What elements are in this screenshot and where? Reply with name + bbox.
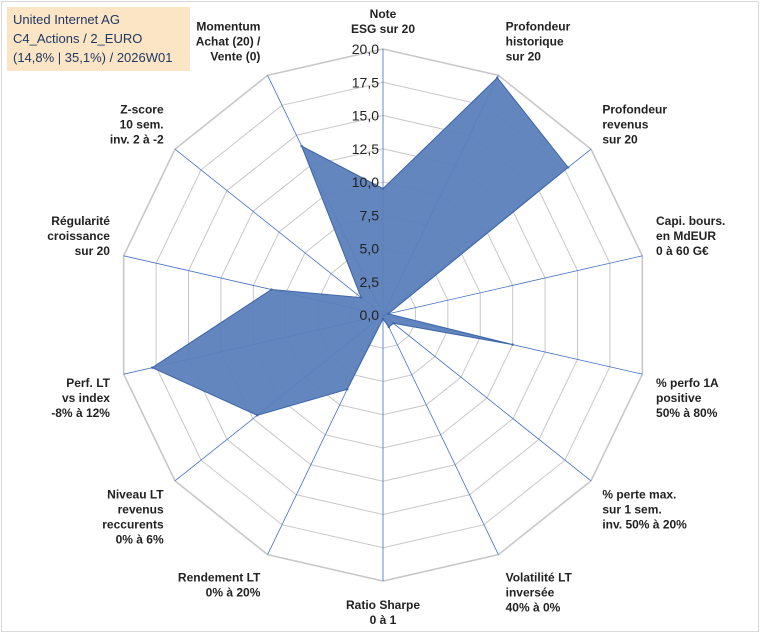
axis-label-line: 40% à 0% [506, 600, 561, 614]
axis-label-line: sur 20 [75, 244, 111, 258]
data-point [392, 322, 395, 325]
axis-spoke [382, 314, 592, 482]
data-point [386, 312, 390, 316]
axis-label: % perfo 1A positive 50% à 80% [656, 376, 719, 420]
data-point [511, 343, 514, 346]
axis-label-line: revenus [602, 118, 648, 132]
axis-label: Perf. LT vs index -8% à 12% [51, 376, 110, 420]
axis-spoke [174, 148, 384, 316]
axis-label-line: vs index [62, 391, 110, 405]
tick-label: 12,5 [352, 141, 379, 157]
data-point [387, 325, 390, 329]
axis-label: Momentum Achat (20) / Vente (0) [196, 20, 261, 64]
axis-label: Profondeur revenus sur 20 [602, 103, 667, 147]
axis-label-line: % perte max. [602, 487, 676, 501]
title-period: (14,8% | 35,1%) / 2026W01 [13, 50, 173, 65]
axis-label-line: ESG sur 20 [351, 22, 415, 36]
axis-label-line: inversée [506, 585, 555, 599]
axis-label: Niveau LT revenus reccurents 0% à 6% [102, 487, 164, 546]
axis-label: % perte max. sur 1 sem. inv. 50% à 20% [602, 487, 687, 531]
axis-label-line: Perf. LT [66, 376, 110, 390]
axis-label-line: Momentum [196, 20, 260, 34]
axis-label-line: historique [506, 35, 564, 49]
data-point [566, 166, 570, 169]
axis-label-line: Z-score [120, 103, 164, 117]
data-point [150, 366, 154, 369]
axis-label-line: Ratio Sharpe [346, 598, 420, 612]
axis-label-line: Capi. bours. [656, 214, 725, 228]
axis-label: Volatilité LT inversée 40% à 0% [506, 570, 573, 614]
axis-label-line: 0 à 60 G€ [656, 244, 709, 258]
chart-title-box: United Internet AG C4_Actions / 2_EURO (… [7, 7, 190, 71]
axis-label-line: Volatilité LT [506, 570, 573, 584]
axis-label: Z-score 10 sem. inv. 2 à -2 [110, 103, 164, 147]
axis-label-line: Profondeur [506, 20, 571, 34]
data-point [381, 187, 385, 190]
tick-label: 7,5 [360, 207, 380, 223]
axis-label-line: 0% à 20% [206, 585, 261, 599]
axis-label: Rendement LT 0% à 20% [178, 570, 261, 599]
axis-label: Capi. bours. en MdEUR 0 à 60 G€ [656, 214, 725, 258]
axis-label-line: inv. 2 à -2 [110, 133, 164, 147]
tick-label: 10,0 [352, 174, 379, 190]
axis-label-line: sur 1 sem. [602, 502, 661, 516]
tick-label: 0,0 [360, 307, 380, 323]
data-point [300, 144, 303, 148]
axis-label-line: 10 sem. [120, 118, 164, 132]
axis-label-line: Achat (20) / [196, 35, 261, 49]
axis-label: Note ESG sur 20 [351, 7, 415, 36]
axis-label-line: 50% à 80% [656, 406, 718, 420]
title-category: C4_Actions / 2_EURO [13, 31, 143, 46]
axis-label-line: Vente (0) [210, 50, 260, 64]
axis-label: Régularité croissance sur 20 [47, 214, 110, 258]
axis-spoke [382, 314, 499, 555]
tick-label: 20,0 [352, 41, 379, 57]
tick-label: 5,0 [360, 241, 380, 257]
axis-label-line: Rendement LT [178, 570, 261, 584]
axis-label-line: Note [370, 7, 397, 21]
data-point [381, 317, 385, 321]
axis-label-line: reccurents [102, 517, 164, 531]
tick-label: 17,5 [352, 74, 379, 90]
data-point [255, 414, 259, 417]
axis-label-line: positive [656, 391, 702, 405]
axis-label-line: inv. 50% à 20% [602, 517, 687, 531]
axis-label: Profondeur historique sur 20 [506, 20, 571, 64]
axis-label-line: Profondeur [602, 103, 667, 117]
axis-label-line: Régularité [51, 214, 110, 228]
data-point [346, 388, 349, 391]
axis-label-line: 0 à 1 [370, 613, 397, 627]
axis-spoke [382, 255, 643, 316]
axis-label-line: 0% à 6% [116, 532, 164, 546]
title-company: United Internet AG [13, 12, 120, 27]
axis-label-line: % perfo 1A [656, 376, 719, 390]
axis-label-line: revenus [118, 502, 164, 516]
data-point [359, 296, 363, 299]
axis-label: Ratio Sharpe 0 à 1 [346, 598, 420, 627]
axis-label-line: en MdEUR [656, 229, 716, 243]
axis-label-line: croissance [47, 229, 110, 243]
tick-label: 2,5 [360, 274, 380, 290]
tick-label: 15,0 [352, 108, 379, 124]
axis-label-line: Niveau LT [107, 487, 164, 501]
data-point [496, 76, 499, 79]
axis-label-line: -8% à 12% [51, 406, 110, 420]
axis-label-line: sur 20 [602, 133, 638, 147]
axis-label-line: sur 20 [506, 50, 542, 64]
data-point [270, 288, 273, 291]
